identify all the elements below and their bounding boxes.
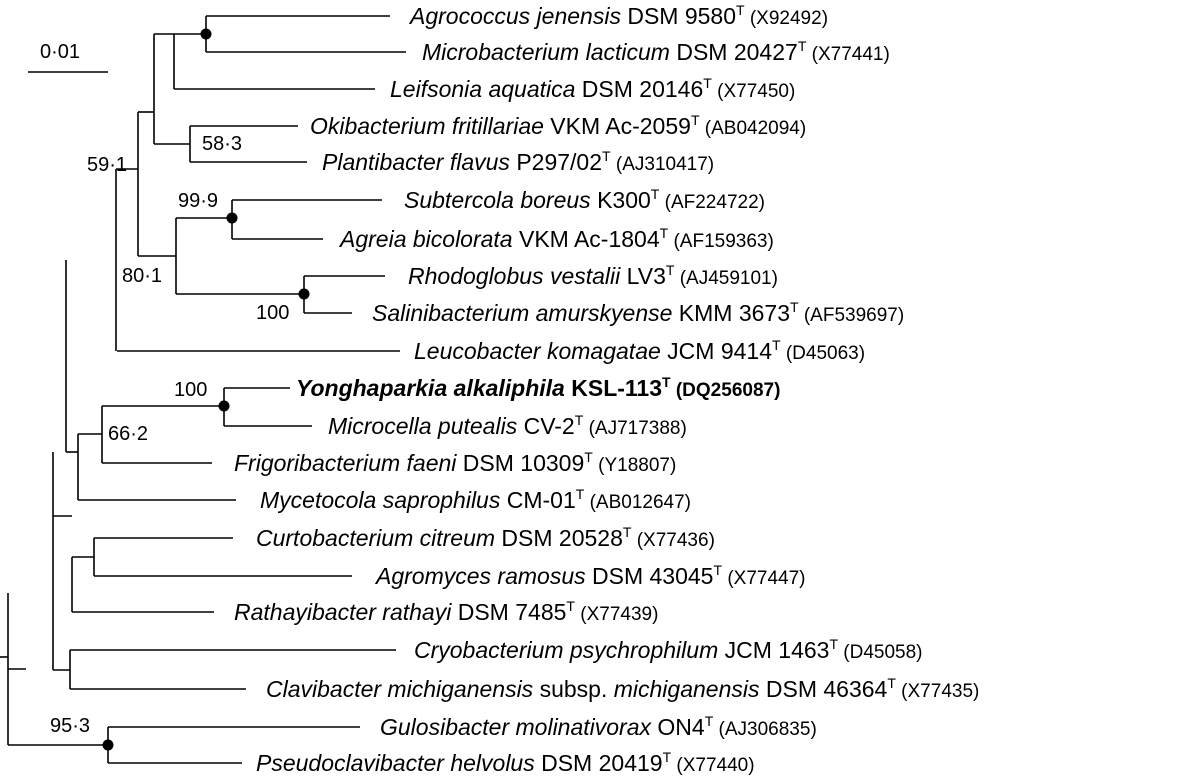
taxon-label-agromyces: Agromyces ramosus DSM 43045T (X77447): [374, 562, 806, 589]
node-marker: [102, 739, 114, 751]
taxon-label-clavibacter: Clavibacter michiganensis subsp. michiga…: [266, 675, 979, 702]
taxon-label-gulosibacter: Gulosibacter molinativorax ON4T (AJ30683…: [380, 713, 817, 740]
taxon-label-microbacterium: Microbacterium lacticum DSM 20427T (X774…: [422, 38, 890, 65]
scale-bar: 0·01: [28, 41, 108, 73]
taxon-label-curtobacterium: Curtobacterium citreum DSM 20528T (X7743…: [256, 524, 715, 551]
node-marker: [298, 288, 310, 300]
taxon-label-pseudoclavibacter: Pseudoclavibacter helvolus DSM 20419T (X…: [256, 749, 755, 776]
taxon-label-frigoribacterium: Frigoribacterium faeni DSM 10309T (Y1880…: [234, 449, 676, 476]
taxon-label-okibacterium: Okibacterium fritillariae VKM Ac-2059T (…: [310, 112, 806, 139]
bootstrap-yonghaparkia-frigoribacterium: 66·2: [108, 423, 148, 445]
taxon-label-subtercola: Subtercola boreus K300T (AF224722): [404, 186, 765, 213]
taxon-label-salinibacterium: Salinibacterium amurskyense KMM 3673T (A…: [372, 299, 904, 326]
taxon-label-mycetocola: Mycetocola saprophilus CM-01T (AB012647): [260, 486, 691, 513]
taxon-label-rhodoglobus: Rhodoglobus vestalii LV3T (AJ459101): [408, 262, 778, 289]
taxon-label-yonghaparkia: Yonghaparkia alkaliphila KSL-113T (DQ256…: [296, 374, 780, 401]
bootstrap-labels: 58·3 59·1 99·9 80·1 100 100 66·2 95·3: [50, 133, 289, 737]
bootstrap-subtercola-rhodoglobus: 80·1: [122, 265, 162, 287]
bootstrap-okibacterium-plantibacter: 58·3: [202, 133, 242, 155]
tree-branches: [0, 15, 406, 764]
taxon-labels: Agrococcus jenensis DSM 9580T (X92492) Mi…: [234, 2, 979, 776]
node-markers: [102, 28, 310, 751]
node-marker: [200, 28, 212, 40]
bootstrap-upper-clade: 59·1: [87, 154, 127, 176]
scale-bar-label: 0·01: [40, 41, 80, 63]
bootstrap-rhodoglobus-salinibacterium: 100: [256, 302, 289, 324]
taxon-label-cryobacterium: Cryobacterium psychrophilum JCM 1463T (D…: [414, 636, 923, 663]
bootstrap-subtercola-agreia: 99·9: [178, 190, 218, 212]
node-marker: [226, 212, 238, 224]
bootstrap-gulosibacter-pseudoclavibacter: 95·3: [50, 715, 90, 737]
taxon-label-leifsonia: Leifsonia aquatica DSM 20146T (X77450): [390, 75, 795, 102]
taxon-label-microcella: Microcella putealis CV-2T (AJ717388): [328, 412, 687, 439]
taxon-label-agrococcus: Agrococcus jenensis DSM 9580T (X92492): [408, 2, 828, 29]
taxon-label-leucobacter: Leucobacter komagatae JCM 9414T (D45063): [414, 337, 865, 364]
taxon-label-rathayibacter: Rathayibacter rathayi DSM 7485T (X77439): [234, 598, 658, 625]
taxon-label-plantibacter: Plantibacter flavus P297/02T (AJ310417): [322, 148, 714, 175]
bootstrap-yonghaparkia-microcella: 100: [174, 379, 207, 401]
taxon-label-agreia: Agreia bicolorata VKM Ac-1804T (AF159363…: [338, 225, 774, 252]
node-marker: [218, 400, 230, 412]
